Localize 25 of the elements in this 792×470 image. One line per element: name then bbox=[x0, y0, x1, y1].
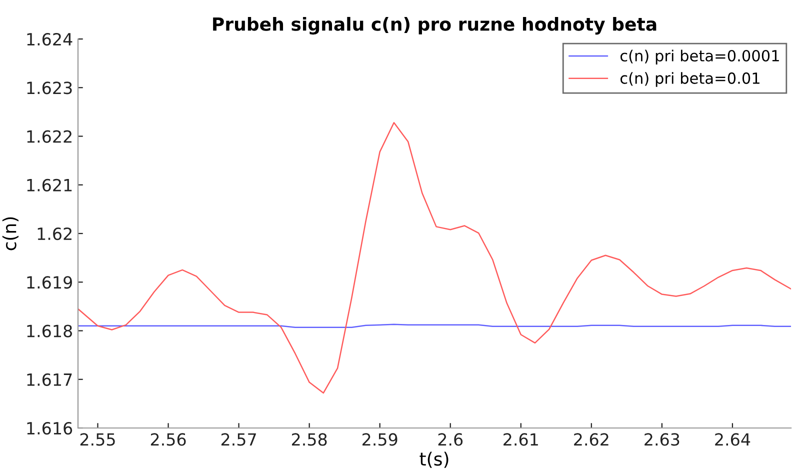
y-tick-label: 1.616 bbox=[27, 422, 72, 435]
x-tick-label: 2.56 bbox=[150, 433, 186, 446]
y-tick-label: 1.622 bbox=[27, 130, 72, 143]
line-series bbox=[78, 122, 791, 394]
y-axis-title: c(n) bbox=[2, 217, 18, 250]
x-tick-label: 2.57 bbox=[221, 433, 256, 446]
x-axis-title: t(s) bbox=[420, 452, 448, 468]
legend-label: c(n) pri beta=0.0001 bbox=[620, 50, 779, 64]
y-tick-label: 1.619 bbox=[27, 276, 72, 289]
x-tick-label: 2.58 bbox=[292, 433, 327, 446]
x-tick-label: 2.63 bbox=[644, 433, 680, 446]
x-tick-label: 2.64 bbox=[715, 433, 750, 446]
y-tick-label: 1.621 bbox=[27, 178, 72, 192]
x-tick-label: 2.59 bbox=[362, 433, 398, 446]
y-tick-label: 1.617 bbox=[27, 373, 72, 386]
x-tick-label: 2.62 bbox=[574, 433, 608, 446]
x-tick-label: 2.61 bbox=[504, 433, 538, 446]
legend-label: c(n) pri beta=0.01 bbox=[620, 72, 760, 87]
y-tick-label: 1.618 bbox=[27, 324, 72, 338]
y-tick-label: 1.623 bbox=[27, 82, 72, 94]
chart-title: Prubeh signalu c(n) pro ruzne hodnoty beta bbox=[213, 16, 656, 35]
y-tick-label: 1.624 bbox=[27, 32, 72, 46]
x-tick-label: 2.55 bbox=[80, 433, 115, 446]
y-tick-label: 1.62 bbox=[38, 227, 72, 240]
x-tick-label: 2.6 bbox=[438, 433, 463, 446]
